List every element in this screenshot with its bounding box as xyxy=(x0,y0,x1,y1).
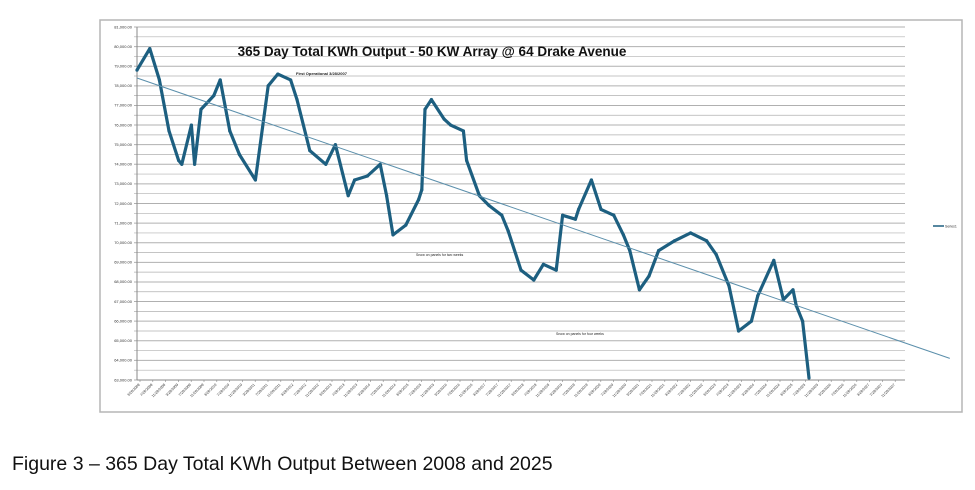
data-point xyxy=(807,376,811,380)
data-point xyxy=(212,94,216,98)
data-point xyxy=(657,248,661,253)
data-point xyxy=(487,203,491,208)
y-tick-label: 72,000.00 xyxy=(114,201,133,206)
y-tick-label: 71,000.00 xyxy=(114,220,133,225)
chart-frame xyxy=(99,19,963,413)
data-point xyxy=(420,188,424,192)
data-point xyxy=(689,231,693,235)
data-point xyxy=(346,194,350,198)
data-point xyxy=(423,107,427,111)
data-point xyxy=(378,162,382,166)
series-layer xyxy=(135,46,950,380)
y-tick-label: 78,000.00 xyxy=(114,83,133,88)
data-point xyxy=(391,233,395,237)
data-point xyxy=(554,268,558,272)
y-tick-label: 68,000.00 xyxy=(114,279,133,284)
data-point xyxy=(385,194,389,198)
data-point xyxy=(749,319,754,323)
data-point xyxy=(189,123,193,127)
y-axis: 81,000.00 80,000.00 79,000.00 78,000.00 77,0… xyxy=(114,24,133,382)
data-point xyxy=(442,117,446,121)
data-point xyxy=(253,178,257,182)
y-tick-label: 75,000.00 xyxy=(114,142,133,147)
data-point xyxy=(167,129,171,133)
data-point xyxy=(506,229,510,233)
data-point xyxy=(353,178,357,182)
data-point xyxy=(714,252,718,257)
data-point xyxy=(519,268,523,272)
annotation-four-weeks: Snow on panels for four weeks xyxy=(556,332,604,336)
data-point xyxy=(772,258,776,262)
chart-subtitle: First Operational 3/28/2007 xyxy=(296,71,348,76)
y-tick-label: 66,000.00 xyxy=(114,318,133,323)
y-tick-label: 77,000.00 xyxy=(114,103,133,108)
data-point xyxy=(289,78,293,82)
y-tick-label: 67,000.00 xyxy=(114,299,133,304)
data-point xyxy=(157,78,161,82)
data-point xyxy=(573,217,578,221)
data-point xyxy=(791,288,795,292)
data-point xyxy=(148,46,152,51)
data-point xyxy=(218,78,222,82)
data-point xyxy=(276,72,280,76)
y-tick-label: 73,000.00 xyxy=(114,181,133,186)
data-point xyxy=(756,294,760,298)
data-point xyxy=(647,274,651,278)
y-tick-label: 81,000.00 xyxy=(114,24,133,29)
data-point xyxy=(429,97,433,102)
data-point xyxy=(295,97,299,102)
annotation-two-weeks: Snow on panels for two weeks xyxy=(416,253,464,257)
y-tick-label: 79,000.00 xyxy=(114,64,133,69)
y-tick-label: 76,000.00 xyxy=(114,122,133,127)
data-point xyxy=(199,107,203,111)
y-tick-label: 63,000.00 xyxy=(114,377,133,382)
y-tick-label: 64,000.00 xyxy=(114,358,133,363)
data-point xyxy=(705,239,709,243)
data-point xyxy=(465,158,469,162)
data-point xyxy=(193,162,197,166)
data-point xyxy=(801,319,805,323)
data-point xyxy=(500,213,504,217)
data-point xyxy=(577,207,581,211)
data-point xyxy=(461,129,465,133)
data-point xyxy=(628,248,632,253)
data-point xyxy=(365,174,369,178)
data-point xyxy=(177,158,181,162)
data-point xyxy=(237,152,241,157)
data-point xyxy=(404,223,408,227)
data-point xyxy=(541,262,546,266)
data-point xyxy=(228,129,232,133)
y-tick-label: 69,000.00 xyxy=(114,260,133,265)
chart: 81,000.00 80,000.00 79,000.00 78,000.00 77,0… xyxy=(99,19,963,413)
data-point xyxy=(737,329,741,333)
y-tick-label: 74,000.00 xyxy=(114,162,133,167)
data-point xyxy=(599,207,603,211)
data-point xyxy=(449,123,453,127)
data-point xyxy=(266,84,270,88)
y-tick-label: 80,000.00 xyxy=(114,44,133,49)
data-point xyxy=(589,178,594,182)
figure-caption: Figure 3 – 365 Day Total KWh Output Betw… xyxy=(12,453,553,475)
legend-label: Series1 xyxy=(945,225,957,229)
data-point xyxy=(308,148,312,153)
data-point xyxy=(561,213,565,217)
data-point xyxy=(612,213,616,217)
trendline xyxy=(136,77,950,359)
data-point xyxy=(135,68,139,72)
data-point xyxy=(637,288,642,292)
data-point xyxy=(324,162,328,166)
legend: Series1 xyxy=(933,225,957,229)
y-tick-label: 70,000.00 xyxy=(114,240,133,245)
data-point xyxy=(727,284,731,288)
data-point xyxy=(417,197,421,202)
chart-title: 365 Day Total KWh Output - 50 KW Array @… xyxy=(238,44,627,59)
data-point xyxy=(673,239,677,243)
data-point xyxy=(333,143,337,147)
data-point xyxy=(180,162,184,166)
data-point xyxy=(532,278,536,282)
y-tick-label: 65,000.00 xyxy=(114,338,133,343)
data-point xyxy=(621,233,626,237)
